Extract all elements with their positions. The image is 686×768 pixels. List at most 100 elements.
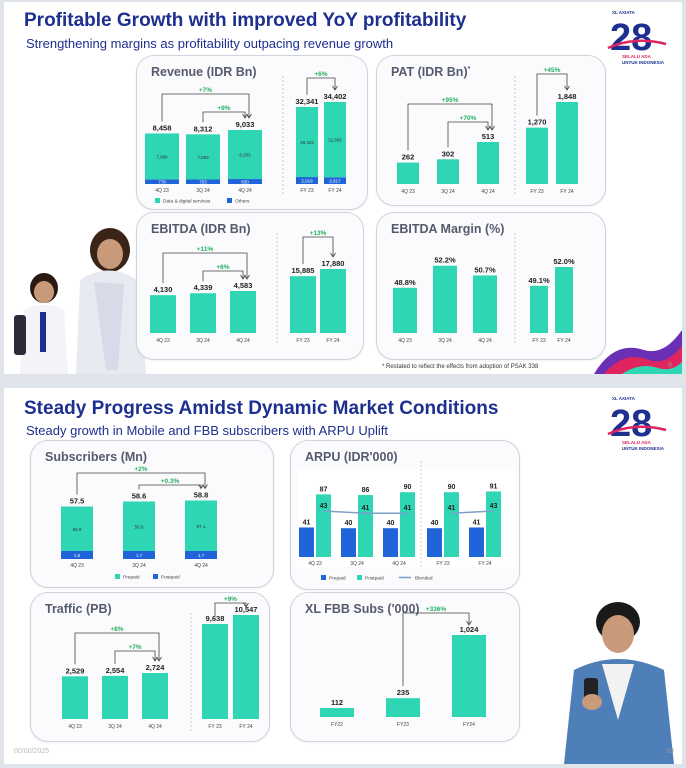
growth-qoq-bracket [138,484,202,490]
logo-line2: UNTUK INDONESIA [622,446,665,451]
growth-yoy-q-label: +8% [110,626,123,633]
value-label-traffic-1: 2,554 [106,666,126,675]
pat-card: PAT (IDR Bn)* 262 4Q 23 302 3Q 24 513 4Q 24 1,… [376,55,606,206]
value-label-pat-0: 262 [402,153,415,162]
revenue-chart: 778 7,680 8,458 4Q 23 753 7,559 8,312 3Q 24 830 8… [145,71,347,205]
category-label-4: FY 24 [328,188,341,194]
legend-label-postpaid: Postpaid [365,576,384,582]
segment-label-prepaid-0: 55.9 [73,527,82,532]
logo-line1: SELALU ADA [622,54,652,59]
growth-yoy-q-bracket [74,632,160,665]
value-label-ebitda-0: 4,130 [154,285,173,294]
category-label-margin-4: FY 24 [557,338,570,344]
segment-label-data-4: 31,585 [328,138,342,143]
ebitda-card: EBITDA (IDR Bn) 4,130 4Q 23 4,339 3Q 24 4,58… [136,212,364,360]
legend-swatch-data [155,198,160,203]
growth-fy-bracket [214,602,247,616]
value-label-margin-1: 52.2% [434,256,456,265]
category-label-ebitda-2: 4Q 24 [236,338,250,344]
page-number: 9 [668,362,672,369]
bar-margin-1 [433,265,457,333]
bar-others-3 [296,177,318,184]
fbb-chart: 112 FY22 235 FY23 1,024 FY24 +336% [320,606,486,728]
growth-yoy-q-arrowhead [156,656,162,662]
category-label-4: FY 24 [478,561,491,567]
legend-swatch-prepaid [321,575,326,580]
value-label-pat-3: 1,270 [528,118,547,127]
bar-data-digital-1 [186,134,220,180]
slide-title: Profitable Growth with improved YoY prof… [24,10,467,31]
page-number: 10 [666,748,674,755]
value-label-postpaid-0: 87 [320,486,328,493]
value-label-postpaid-4: 91 [490,483,498,490]
logo-number: 28 [610,17,652,59]
total-label-4: 34,402 [324,92,347,101]
growth-yoy-q-label: +7% [199,87,212,94]
subscribers-chart: 1.6 55.9 57.5 4Q 23 1.7 56.9 58.6 3Q 24 1.7 57.1 5… [61,466,217,581]
bar-data-digital-0 [145,133,179,180]
growth-qoq-arrowhead [152,656,158,662]
category-label-traffic-2: 4Q 24 [148,724,162,730]
legend-label-data: Data & digital services [163,199,211,205]
growth-yoy-bracket [76,472,206,495]
bar-prepaid-4 [469,527,484,557]
category-label-pat-4: FY 24 [560,189,573,195]
bar-ebitda-1 [190,293,216,333]
category-label-traffic-3: FY 23 [208,724,221,730]
logo-line1: SELALU ADA [622,440,652,445]
legend-swatch-prepaid [115,574,120,579]
bar-others-4 [324,177,346,184]
growth-fy-bracket [306,77,336,95]
category-label-margin-3: FY 23 [532,338,545,344]
growth-fy-arrowhead [330,252,336,258]
category-label-3: FY 23 [300,188,313,194]
value-label-postpaid-3: 90 [448,484,456,491]
xl-axiata-28-logo: XL AXIATA 28 SELALU ADA UNTUK INDONESIA [607,396,667,451]
fbb-card: XL FBB Subs ('000) 112 FY22 235 FY23 1,024 FY… [290,592,520,742]
category-label-fbb-1: FY23 [397,722,409,728]
value-label-margin-2: 50.7% [474,265,496,274]
growth-fy-arrowhead [564,85,570,91]
bar-fbb-0 [320,708,354,717]
growth-qoq-arrowhead [240,274,246,280]
total-label-0: 8,458 [153,123,172,132]
fbb-title: XL FBB Subs ('000) [305,602,420,616]
legend-label-prepaid: Prepaid [123,575,140,581]
segment-label-prepaid-1: 56.9 [135,524,144,529]
growth-fy-label: +13% [310,230,327,237]
segment-label-postpaid-0: 1.6 [74,553,81,558]
blended-label-0: 43 [320,503,328,510]
bar-postpaid-4 [486,491,501,557]
category-label-traffic-4: FY 24 [239,724,252,730]
footer-date: 00/00/2025 [14,748,50,755]
segment-label-data-3: 29,422 [300,140,314,145]
arpu-card: ARPU (IDR'000) 41 87 4Q 23 40 86 3Q 24 40 90 4Q … [290,440,520,590]
legend-swatch-postpaid [357,575,362,580]
growth-qoq-label: +70% [460,115,477,122]
bar-pat-3 [526,127,548,184]
segment-label-others-2: 830 [241,180,249,185]
category-label-ebitda-0: 4Q 23 [156,338,170,344]
family-photo-illustration [14,228,146,374]
legend-label-blended: Blended [415,576,433,582]
total-label-1: 8,312 [194,124,213,133]
bar-ebitda-3 [290,276,316,333]
growth-fy-bracket [302,236,334,265]
growth-fy-arrowhead [332,85,338,91]
growth-fbb-label: +336% [426,606,447,613]
bar-postpaid-2 [400,492,415,557]
value-label-prepaid-0: 41 [303,519,311,526]
growth-yoy-label: +2% [134,466,147,473]
bar-margin-0 [393,287,417,333]
category-label-0: 4Q 23 [308,561,322,567]
category-label-0: 4Q 23 [70,563,84,569]
growth-yoy-q-bracket [407,103,493,151]
growth-qoq-label: +9% [217,105,230,112]
value-label-prepaid-2: 40 [387,520,395,527]
bar-fbb-2 [452,635,486,717]
ebitda-margin-title: EBITDA Margin (%) [391,222,505,236]
category-label-ebitda-4: FY 24 [326,338,339,344]
value-label-traffic-0: 2,529 [66,666,85,675]
category-label-pat-0: 4Q 23 [401,189,415,195]
growth-qoq-bracket [202,270,244,282]
